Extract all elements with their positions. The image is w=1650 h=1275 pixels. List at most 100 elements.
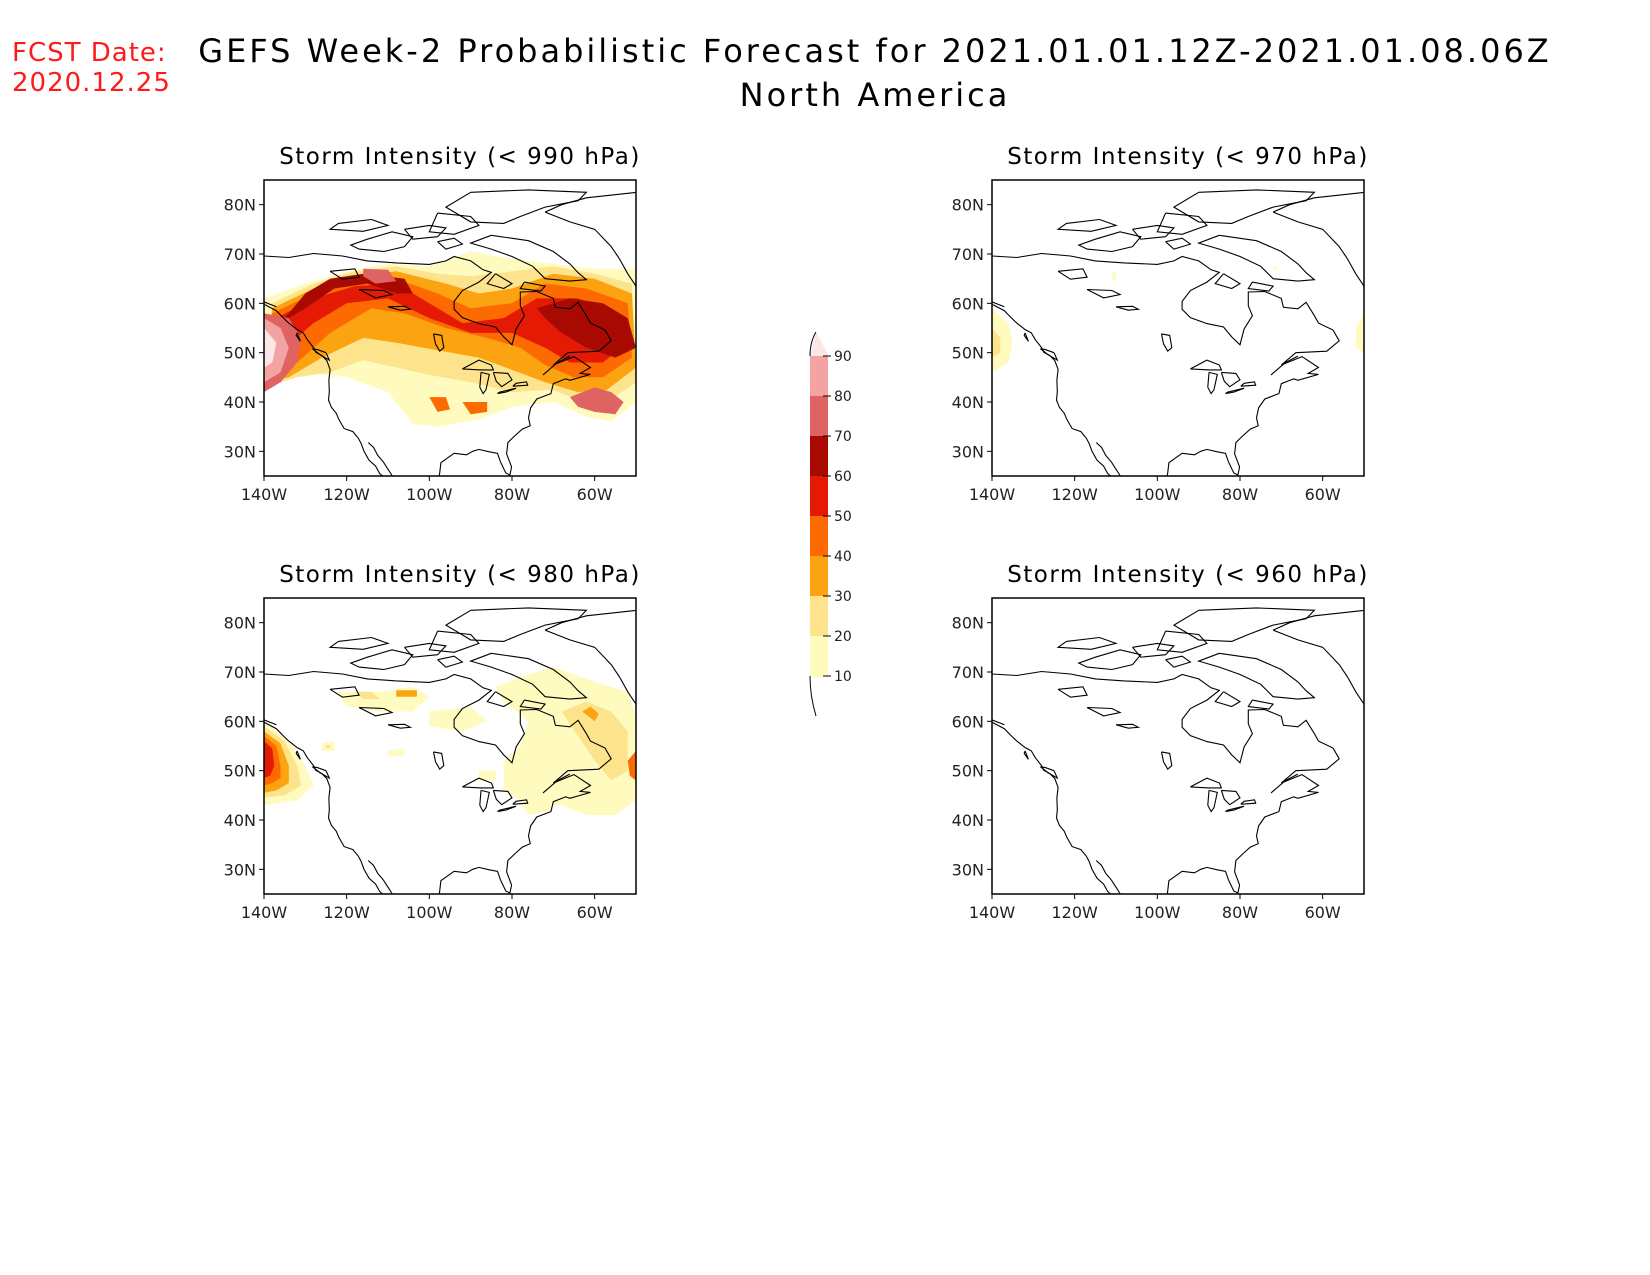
lon-tick-label: 80W (494, 485, 530, 504)
greenland-outline (1272, 191, 1364, 287)
lat-tick-label: 50N (224, 762, 256, 781)
panel-title: Storm Intensity (< 980 hPa) (279, 562, 641, 588)
island-outline (468, 234, 588, 282)
island-outline (1077, 231, 1142, 253)
page-subtitle: North America (739, 76, 1011, 114)
lake-outline (432, 751, 445, 771)
coastlines (992, 607, 1364, 894)
map-frame (991, 179, 1365, 477)
probability-region (627, 750, 636, 781)
coastline (264, 252, 612, 476)
island-outline (1196, 652, 1316, 700)
colorbar-label: 50 (834, 509, 852, 525)
lake-outline (1240, 381, 1257, 387)
island-outline (486, 691, 514, 708)
lon-tick-label: 60W (1305, 903, 1341, 922)
island-outline (1056, 218, 1118, 232)
lake-outline (1207, 371, 1218, 395)
lake-outline (432, 333, 445, 353)
island-outline (1165, 655, 1192, 668)
island-outline (349, 231, 414, 253)
lake-outline (387, 305, 413, 311)
lake-outline (329, 268, 360, 280)
coastline (1095, 442, 1121, 476)
island-outline (404, 224, 448, 240)
island-outline (1172, 189, 1316, 224)
lon-tick-label: 140W (969, 485, 1016, 504)
island-outline (519, 281, 547, 292)
colorbar-swatch (810, 636, 828, 676)
lat-tick-label: 80N (952, 614, 984, 633)
coastlines (264, 607, 636, 894)
lon-tick-label: 140W (241, 903, 288, 922)
panel-title: Storm Intensity (< 960 hPa) (1007, 562, 1369, 588)
coast-detail (542, 355, 571, 376)
colorbar-label: 70 (834, 429, 852, 445)
coast-detail (1270, 773, 1299, 794)
colorbar-label: 30 (834, 589, 852, 605)
probability-region (569, 387, 624, 415)
map-990: 80N 70N 60N 50N 40N 30N 140W 120W 100W 80W 60W (224, 179, 637, 504)
lake-outline (1115, 723, 1141, 729)
island-outline (444, 607, 588, 642)
coast-detail (992, 719, 1005, 726)
island-outline (328, 636, 390, 650)
lat-tick-label: 30N (952, 860, 984, 879)
forecast-date: FCST Date: 2020.12.25 (12, 38, 171, 98)
lat-tick-label: 60N (224, 712, 256, 731)
lon-tick-label: 120W (1051, 903, 1098, 922)
colorbar-swatch (810, 596, 828, 636)
colorbar: 10 20 30 40 50 60 70 80 90 (809, 331, 852, 717)
panel-storm-980: Storm Intensity (< 980 hPa) 80N 70N 60N 50N… (224, 558, 680, 958)
lat-tick-label: 70N (224, 245, 256, 264)
map-frame (991, 597, 1365, 895)
lon-tick-label: 100W (406, 485, 453, 504)
coastline (264, 670, 612, 894)
colorbar-label: 40 (834, 549, 852, 565)
lat-tick-label: 40N (224, 811, 256, 830)
island-outline (1156, 212, 1208, 235)
probability-region (264, 318, 289, 383)
lon-tick-label: 60W (1305, 485, 1341, 504)
island-outline (1023, 750, 1029, 760)
probability-region (429, 397, 450, 412)
colorbar-cap-top (810, 332, 828, 356)
lake-outline (1225, 387, 1245, 395)
panel-storm-960: Storm Intensity (< 960 hPa) 80N 70N 60N 50N… (952, 558, 1408, 958)
colorbar-swatch (810, 396, 828, 436)
lat-tick-label: 80N (952, 196, 984, 215)
island-outline (1056, 636, 1118, 650)
probability-field (992, 266, 1364, 373)
lat-tick-label: 40N (952, 393, 984, 412)
probability-field (264, 251, 636, 427)
lon-tick-label: 120W (323, 903, 370, 922)
colorbar-label: 10 (834, 669, 852, 685)
island-outline (1077, 649, 1142, 671)
lake-outline (1190, 359, 1223, 371)
colorbar-swatch (810, 516, 828, 556)
island-outline (312, 348, 331, 362)
panel-storm-970: Storm Intensity (< 970 hPa) 80N 70N 60N 50N… (952, 140, 1408, 540)
island-outline (1165, 237, 1192, 250)
lake-outline (387, 723, 413, 729)
island-outline (519, 699, 547, 710)
lake-outline (1086, 288, 1122, 299)
lat-tick-label: 60N (952, 294, 984, 313)
probability-region (992, 308, 1013, 373)
lat-tick-label: 60N (224, 294, 256, 313)
island-outline (312, 766, 331, 780)
lat-tick-label: 70N (952, 245, 984, 264)
island-outline (295, 332, 301, 342)
colorbar-edge (809, 331, 817, 357)
lake-outline (492, 789, 513, 806)
lat-tick-label: 80N (224, 614, 256, 633)
lon-tick-label: 80W (1222, 903, 1258, 922)
lon-tick-label: 140W (241, 485, 288, 504)
lat-tick-label: 50N (224, 344, 256, 363)
probability-region (326, 745, 331, 749)
island-outline (1247, 281, 1275, 292)
colorbar-swatch (810, 476, 828, 516)
island-outline (1132, 224, 1176, 240)
probability-region (363, 268, 397, 284)
probability-region (388, 748, 405, 756)
